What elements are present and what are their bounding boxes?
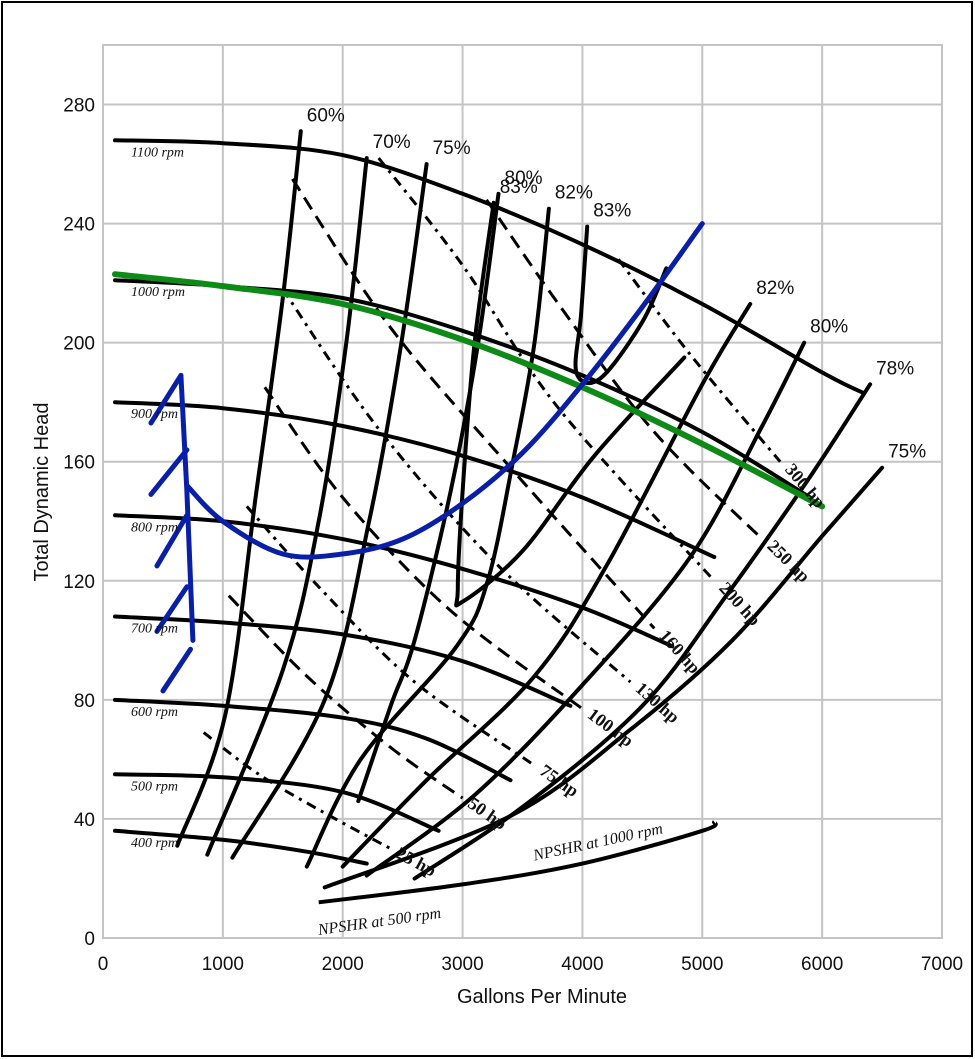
horsepower-line-130-hp bbox=[281, 288, 632, 684]
x-tick-label: 6000 bbox=[801, 954, 843, 975]
x-tick-label: 7000 bbox=[921, 954, 963, 975]
horsepower-line-75-hp bbox=[245, 505, 536, 767]
speed-curve-400-rpm bbox=[113, 828, 369, 866]
efficiency-label: 75% bbox=[888, 442, 926, 463]
efficiency-curve-75 bbox=[230, 162, 429, 860]
speed-curve-1100-rpm bbox=[113, 138, 867, 396]
efficiency-label: 75% bbox=[433, 138, 471, 159]
y-tick-label: 160 bbox=[63, 453, 95, 474]
x-tick-label: 4000 bbox=[561, 954, 603, 975]
horsepower-line-25-hp bbox=[202, 731, 392, 851]
efficiency-label: 70% bbox=[373, 132, 411, 153]
horsepower-line-100-hp bbox=[263, 386, 584, 711]
efficiency-curve-60 bbox=[175, 129, 303, 848]
y-tick-label: 120 bbox=[63, 572, 95, 593]
efficiency-label: 83% bbox=[593, 201, 631, 222]
speed-curve-label: 1000 rpm bbox=[131, 285, 185, 300]
efficiency-curve-82 bbox=[304, 206, 551, 869]
efficiency-curve-80 bbox=[356, 191, 501, 804]
efficiency-label: 82% bbox=[756, 278, 794, 299]
grid bbox=[102, 44, 943, 939]
x-tick-label: 0 bbox=[98, 954, 109, 975]
efficiency-label: 80% bbox=[810, 317, 848, 338]
x-tick-label: 2000 bbox=[322, 954, 364, 975]
horsepower-line-200-hp bbox=[377, 157, 716, 582]
speed-curve-label: 400 rpm bbox=[131, 836, 178, 851]
system-curve-branch bbox=[154, 584, 190, 634]
speed-curve-label: 1100 rpm bbox=[131, 145, 184, 160]
y-tick-label: 200 bbox=[63, 334, 95, 355]
speed-curve-label: 600 rpm bbox=[131, 705, 178, 720]
y-tick-label: 0 bbox=[84, 929, 95, 950]
x-tick-label: 1000 bbox=[202, 954, 244, 975]
efficiency-curve-70 bbox=[205, 156, 369, 857]
system-curve-branch bbox=[148, 372, 184, 426]
speed-curve-label: 900 rpm bbox=[131, 407, 178, 422]
efficiency-label: 78% bbox=[876, 358, 914, 379]
efficiency-label: 83% bbox=[500, 177, 538, 198]
efficiency-curve-80 bbox=[364, 340, 807, 878]
system-curve-branch bbox=[148, 447, 190, 497]
speed-curve-label: 700 rpm bbox=[131, 622, 178, 637]
speed-curve-700-rpm bbox=[113, 614, 573, 708]
speed-curve-label: 500 rpm bbox=[131, 779, 178, 794]
y-tick-label: 40 bbox=[74, 810, 95, 831]
system-curve-stem bbox=[178, 372, 196, 643]
y-axis-label: Total Dynamic Head bbox=[31, 403, 53, 582]
system-curve-branch bbox=[160, 646, 193, 694]
efficiency-label: 82% bbox=[555, 183, 593, 204]
npshr-curve bbox=[318, 820, 718, 905]
speed-curve-label: 800 rpm bbox=[131, 520, 178, 535]
speed-curve-600-rpm bbox=[113, 697, 513, 783]
horsepower-line-160-hp bbox=[291, 178, 656, 630]
x-axis-label: Gallons Per Minute bbox=[457, 986, 627, 1008]
operating-curve bbox=[112, 271, 826, 510]
efficiency-curve-82 bbox=[340, 302, 753, 869]
efficiency-label: 80% bbox=[505, 168, 543, 189]
y-tick-label: 280 bbox=[63, 96, 95, 117]
x-tick-label: 5000 bbox=[681, 954, 723, 975]
y-tick-label: 80 bbox=[74, 691, 95, 712]
efficiency-curve-75 bbox=[322, 465, 885, 890]
efficiency-label: 60% bbox=[307, 105, 345, 126]
system-curve bbox=[184, 221, 705, 560]
curves bbox=[112, 129, 885, 905]
speed-curve-900-rpm bbox=[113, 400, 717, 559]
y-tick-label: 240 bbox=[63, 215, 95, 236]
horsepower-line-300-hp bbox=[617, 258, 782, 463]
system-curve-branch bbox=[154, 512, 190, 569]
x-tick-label: 3000 bbox=[441, 954, 483, 975]
